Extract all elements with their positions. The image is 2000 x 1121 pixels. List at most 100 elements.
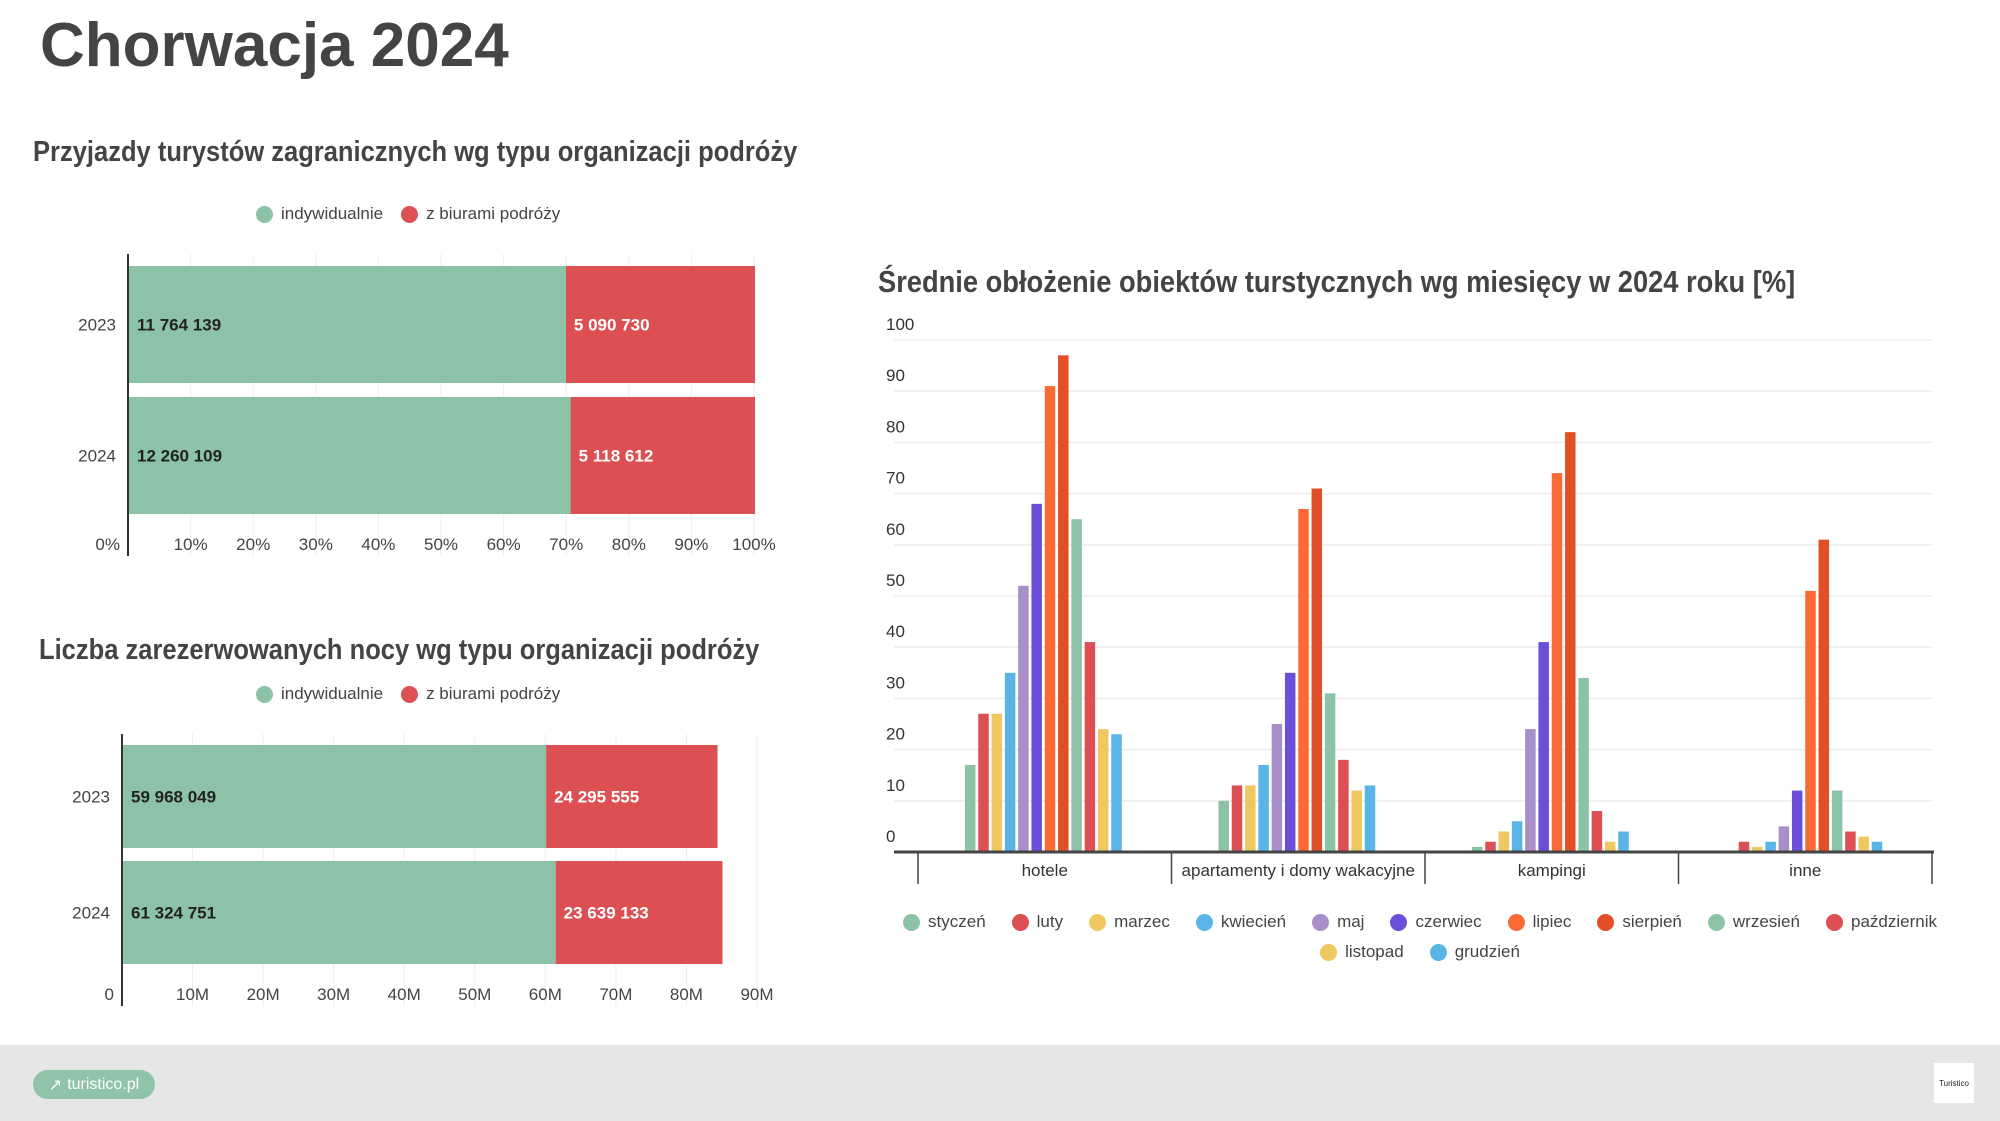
x-tick-label: 90% <box>674 535 708 554</box>
bar-2-listopad <box>1604 841 1616 852</box>
legend-item: październik <box>1825 912 1937 932</box>
bar-3-czerwiec <box>1791 790 1803 852</box>
x-tick-label: 40% <box>361 535 395 554</box>
x-tick-label: 70% <box>549 535 583 554</box>
chart1: 0% 10% 20% 30% 40% 50% 60% 70% 80% 90% 100% 2023 11 … <box>78 254 776 556</box>
x-tick-label: 10% <box>174 535 208 554</box>
legend-dot <box>1390 913 1408 931</box>
y-tick-label: 50 <box>886 571 905 590</box>
bar-0-lipiec <box>1044 386 1056 852</box>
legend-dot <box>1195 913 1213 931</box>
legend-label: kwiecień <box>1220 912 1287 931</box>
y-tick-label: 2024 <box>78 447 116 466</box>
x-tick-label: 50% <box>424 535 458 554</box>
bar-2-kwiecień <box>1511 821 1523 852</box>
bar-3-październik <box>1845 831 1856 852</box>
turistico-link-button[interactable]: ↗ turistico.pl <box>33 1070 155 1099</box>
bar-0-styczeń <box>964 764 976 852</box>
bar-3-marzec <box>1752 846 1763 852</box>
legend-item: kwiecień <box>1195 912 1287 932</box>
legend-dot <box>1825 913 1843 931</box>
x-tick-label: 30M <box>317 985 350 1004</box>
legend-label: indywidualnie <box>281 684 384 703</box>
bar-indywidualnie <box>129 397 571 514</box>
x-tick-label: 80M <box>670 985 703 1004</box>
legend-label: listopad <box>1345 942 1404 961</box>
legend-dot <box>401 205 419 223</box>
bar-1-październik <box>1338 759 1349 852</box>
bar-0-kwiecień <box>1004 672 1016 852</box>
bar-0-czerwiec <box>1031 503 1042 852</box>
bar-3-maj <box>1778 826 1790 852</box>
page-title: Chorwacja 2024 <box>40 11 509 80</box>
legend-item: marzec <box>1089 912 1170 932</box>
bar-2-czerwiec <box>1538 642 1549 852</box>
x-tick-label: 30% <box>299 535 333 554</box>
y-tick-label: 10 <box>886 776 905 795</box>
chart3-legend: styczeń luty marzec kwiecień maj czerwiec lipi… <box>890 912 1950 962</box>
legend-label: indywidualnie <box>281 204 384 223</box>
legend-label: czerwiec <box>1415 912 1482 931</box>
chart3: 0 10 20 30 40 50 60 70 80 90 100 hotele apartamenty … <box>886 315 1934 884</box>
y-tick-label: 2023 <box>72 788 110 807</box>
legend-dot <box>401 685 419 703</box>
x-tick-label: 0 <box>105 985 114 1004</box>
data-label: 12 260 109 <box>137 447 222 466</box>
bar-2-grudzień <box>1618 831 1629 852</box>
bar-indywidualnie <box>129 266 566 383</box>
bar-indywidualnie <box>123 745 547 848</box>
legend-item: styczeń <box>903 912 986 932</box>
chart2-legend: indywidualnie z biurami podróży <box>256 684 560 704</box>
bar-indywidualnie <box>123 861 556 964</box>
legend-item: z biurami podróży <box>401 204 560 224</box>
legend-item: wrzesień <box>1707 912 1800 932</box>
bar-0-luty <box>978 713 989 852</box>
chart1-title: Przyjazdy turystów zagranicznych wg typu… <box>33 136 798 168</box>
legend-dot <box>1011 913 1029 931</box>
legend-label: z biurami podróży <box>426 684 561 703</box>
x-tick-label: apartamenty i domy wakacyjne <box>1182 861 1415 880</box>
data-label: 5 090 730 <box>574 316 650 335</box>
bar-0-listopad <box>1097 729 1109 852</box>
external-link-icon: ↗ <box>48 1076 63 1094</box>
bar-2-październik <box>1591 811 1603 852</box>
bar-0-grudzień <box>1111 734 1122 852</box>
legend-label: grudzień <box>1454 942 1520 961</box>
x-tick-label: 60M <box>529 985 562 1004</box>
bar-0-maj <box>1018 585 1029 852</box>
x-tick-label: 100% <box>732 535 775 554</box>
logo-text: Turistico <box>1939 1078 1969 1088</box>
bar-2-maj <box>1525 729 1536 852</box>
legend-item: czerwiec <box>1390 912 1482 932</box>
bar-3-luty <box>1738 841 1750 852</box>
bar-2-sierpień <box>1565 432 1576 852</box>
bar-2-luty <box>1485 841 1496 852</box>
x-tick-label: kampingi <box>1518 861 1586 880</box>
y-tick-label: 0 <box>886 827 895 846</box>
bar-1-lipiec <box>1298 508 1309 852</box>
bar-3-wrzesień <box>1831 790 1843 852</box>
x-tick-label: 70M <box>599 985 632 1004</box>
legend-item: indywidualnie <box>256 684 383 704</box>
legend-dot <box>903 913 921 931</box>
bar-1-wrzesień <box>1324 693 1336 852</box>
y-tick-label: 2023 <box>78 316 116 335</box>
bar-0-październik <box>1084 642 1096 852</box>
legend-dot <box>1707 913 1725 931</box>
legend-item: maj <box>1312 912 1364 932</box>
legend-label: z biurami podróży <box>426 204 561 223</box>
x-tick-label: 90M <box>740 985 773 1004</box>
legend-dot <box>1089 913 1107 931</box>
bar-2-lipiec <box>1551 473 1563 852</box>
bar-2-wrzesień <box>1578 677 1589 852</box>
legend-item: sierpień <box>1597 912 1682 932</box>
bar-0-marzec <box>991 713 1003 852</box>
legend-dot <box>1507 913 1525 931</box>
y-tick-label: 70 <box>886 469 905 488</box>
y-tick-label: 100 <box>886 315 914 334</box>
y-tick-label: 80 <box>886 417 905 436</box>
y-tick-label: 30 <box>886 673 905 692</box>
bar-3-grudzień <box>1871 841 1883 852</box>
link-label: turistico.pl <box>67 1075 140 1093</box>
x-tick-label: 60% <box>487 535 521 554</box>
